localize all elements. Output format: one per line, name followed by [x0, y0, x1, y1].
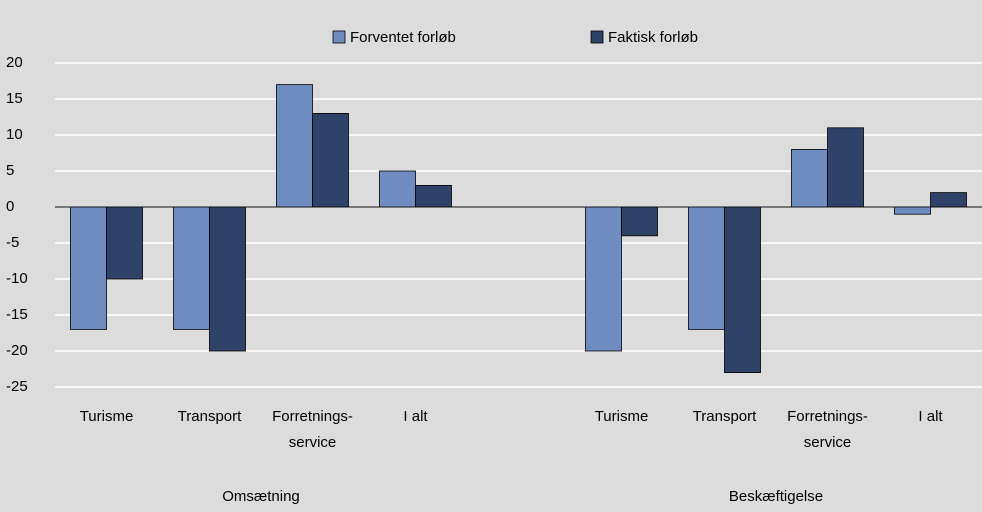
y-tick-label: 5	[6, 162, 14, 179]
bar	[209, 206, 246, 352]
y-tick-label: -25	[6, 378, 28, 395]
bar	[585, 206, 622, 352]
y-tick-label: -20	[6, 342, 28, 359]
bar	[621, 206, 658, 237]
bar	[312, 113, 349, 208]
bar	[173, 206, 210, 330]
legend-swatch	[590, 30, 604, 44]
bar	[415, 184, 452, 208]
x-tick-label: Turisme	[594, 408, 649, 425]
bar	[791, 148, 828, 208]
bar	[930, 192, 967, 208]
x-tick-label: Transport	[692, 408, 757, 425]
x-tick-label: Forretnings-service	[787, 408, 868, 451]
y-tick-label: 0	[6, 198, 14, 215]
y-tick-label: 20	[6, 54, 23, 71]
bar	[688, 206, 725, 330]
x-tick-label: Turisme	[79, 408, 134, 425]
x-tick-label: Transport	[177, 408, 242, 425]
group-label: Omsætning	[222, 488, 300, 505]
group-label: Beskæftigelse	[729, 488, 823, 505]
x-tick-label: Forretnings-service	[272, 408, 353, 451]
y-tick-label: -15	[6, 306, 28, 323]
bar	[724, 206, 761, 374]
x-tick-label: I alt	[918, 408, 943, 425]
legend-label: Faktisk forløb	[608, 29, 698, 46]
x-tick-label: I alt	[403, 408, 428, 425]
legend-swatch	[332, 30, 346, 44]
bar	[276, 84, 313, 208]
y-tick-label: -5	[6, 234, 19, 251]
legend-label: Forventet forløb	[350, 29, 456, 46]
bar	[379, 170, 416, 208]
y-tick-label: -10	[6, 270, 28, 287]
bar	[106, 206, 143, 280]
bar	[70, 206, 107, 330]
bar	[894, 206, 931, 215]
y-tick-label: 15	[6, 90, 23, 107]
y-tick-label: 10	[6, 126, 23, 143]
bar	[827, 127, 864, 208]
